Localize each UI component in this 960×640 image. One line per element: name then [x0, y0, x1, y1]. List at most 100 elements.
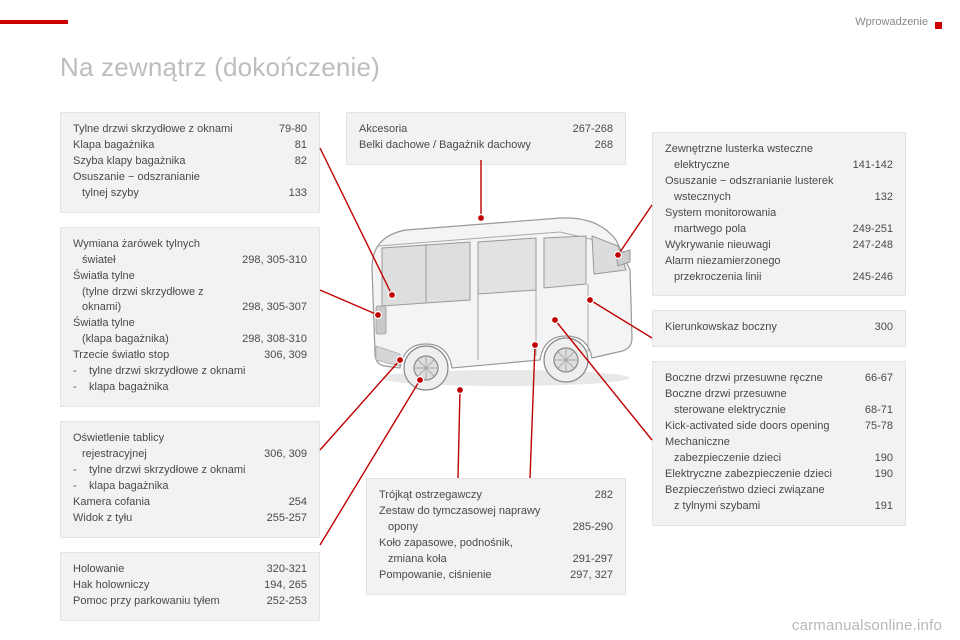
row-label: oknami) [82, 300, 234, 316]
list-row: Tylne drzwi skrzydłowe z oknami 79-80 [73, 122, 307, 138]
row-label: zmiana koła [388, 552, 565, 568]
accent-dot [935, 22, 942, 29]
row-label: Kick-activated side doors opening [665, 419, 857, 435]
box-rear-doors: Tylne drzwi skrzydłowe z oknami 79-80Klap… [60, 112, 320, 213]
row-pages: 267-268 [573, 122, 613, 138]
row-label: Światła tylne [73, 316, 307, 332]
row-label: elektryczne [674, 158, 845, 174]
list-row: Kamera cofania254 [73, 495, 307, 511]
row-pages: 297, 327 [570, 568, 613, 584]
row-pages: 79-80 [279, 122, 307, 138]
vehicle-illustration [330, 188, 650, 398]
list-row: opony 285-290 [379, 520, 613, 536]
list-row: Bezpieczeństwo dzieci związane [665, 483, 893, 499]
list-row: Osuszanie − odszranianie [73, 170, 307, 186]
list-row: przekroczenia linii245-246 [665, 270, 893, 286]
list-row: Szyba klapy bagażnika 82 [73, 154, 307, 170]
row-label: Zestaw do tymczasowej naprawy [379, 504, 613, 520]
row-label: Trójkąt ostrzegawczy [379, 488, 587, 504]
row-label: Elektryczne zabezpieczenie dzieci [665, 467, 867, 483]
row-label: Boczne drzwi przesuwne ręczne [665, 371, 857, 387]
row-label: Zewnętrzne lusterka wsteczne [665, 142, 893, 158]
row-label: Hak holowniczy [73, 578, 256, 594]
row-label: Wymiana żarówek tylnych [73, 237, 307, 253]
watermark: carmanualsonline.info [792, 617, 942, 634]
row-label: Belki dachowe / Bagażnik dachowy [359, 138, 587, 154]
row-pages: 81 [295, 138, 307, 154]
row-label: System monitorowania [665, 206, 893, 222]
row-label: Tylne drzwi skrzydłowe z oknami [73, 122, 271, 138]
list-row: Osuszanie − odszranianie lusterek [665, 174, 893, 190]
row-label: Światła tylne [73, 269, 307, 285]
list-row: sterowane elektrycznie68-71 [665, 403, 893, 419]
bullet-dash: - [73, 479, 81, 495]
row-label: Akcesoria [359, 122, 565, 138]
row-label: Pompowanie, ciśnienie [379, 568, 562, 584]
list-row: Klapa bagażnika81 [73, 138, 307, 154]
row-label: Pomoc przy parkowaniu tyłem [73, 594, 259, 610]
bullet-dash: - [73, 364, 81, 380]
row-pages: 285-290 [573, 520, 613, 536]
row-label: rejestracyjnej [82, 447, 256, 463]
box-side-indicator: Kierunkowskaz boczny300 [652, 310, 906, 347]
row-label: opony [388, 520, 565, 536]
row-label: świateł [82, 253, 234, 269]
section-label: Wprowadzenie [855, 16, 928, 28]
list-row: Pomoc przy parkowaniu tyłem252-253 [73, 594, 307, 610]
list-row: Akcesoria 267-268 [359, 122, 613, 138]
row-pages: 306, 309 [264, 348, 307, 364]
list-row: Trójkąt ostrzegawczy 282 [379, 488, 613, 504]
list-row: (tylne drzwi skrzydłowe z [73, 285, 307, 301]
list-row: oknami)298, 305-307 [73, 300, 307, 316]
row-pages: 255-257 [267, 511, 307, 527]
row-pages: 82 [295, 154, 307, 170]
list-row: Koło zapasowe, podnośnik, [379, 536, 613, 552]
list-row: Alarm niezamierzonego [665, 254, 893, 270]
row-pages: 300 [875, 320, 893, 336]
row-pages: 268 [595, 138, 613, 154]
row-label: Trzecie światło stop [73, 348, 256, 364]
row-label: Osuszanie − odszranianie lusterek [665, 174, 893, 190]
list-row: tylnej szyby133 [73, 186, 307, 202]
list-row: Trzecie światło stop 306, 309 [73, 348, 307, 364]
row-label: Widok z tyłu [73, 511, 259, 527]
row-pages: 291-297 [573, 552, 613, 568]
list-row: zmiana koła 291-297 [379, 552, 613, 568]
row-pages: 190 [875, 467, 893, 483]
bullet-dash: - [73, 463, 81, 479]
row-label: Koło zapasowe, podnośnik, [379, 536, 613, 552]
right-column: Zewnętrzne lusterka wsteczneelektryczne 1… [652, 132, 906, 526]
bullet-label: tylne drzwi skrzydłowe z oknami [89, 364, 307, 380]
row-pages: 75-78 [865, 419, 893, 435]
row-label: (klapa bagażnika) [82, 332, 234, 348]
bullet-label: klapa bagażnika [89, 479, 307, 495]
list-row: Boczne drzwi przesuwne [665, 387, 893, 403]
list-row: Zewnętrzne lusterka wsteczne [665, 142, 893, 158]
list-row: Zestaw do tymczasowej naprawy [379, 504, 613, 520]
row-label: Szyba klapy bagażnika [73, 154, 287, 170]
list-row: Elektryczne zabezpieczenie dzieci 190 [665, 467, 893, 483]
row-label: (tylne drzwi skrzydłowe z [82, 285, 307, 301]
list-row: z tylnymi szybami191 [665, 499, 893, 515]
box-wheels: Trójkąt ostrzegawczy 282Zestaw do tymczas… [366, 478, 626, 595]
list-bullet-row: -tylne drzwi skrzydłowe z oknami [73, 364, 307, 380]
list-row: Pompowanie, ciśnienie 297, 327 [379, 568, 613, 584]
row-pages: 282 [595, 488, 613, 504]
bullet-label: klapa bagażnika [89, 380, 307, 396]
row-label: martwego pola [674, 222, 845, 238]
row-label: Kamera cofania [73, 495, 281, 511]
box-accessories: Akcesoria 267-268Belki dachowe / Bagażnik… [346, 112, 626, 165]
row-pages: 306, 309 [264, 447, 307, 463]
list-bullet-row: -tylne drzwi skrzydłowe z oknami [73, 463, 307, 479]
row-pages: 298, 305-310 [242, 253, 307, 269]
list-row: Belki dachowe / Bagażnik dachowy 268 [359, 138, 613, 154]
bullet-dash: - [73, 380, 81, 396]
row-pages: 245-246 [853, 270, 893, 286]
row-label: tylnej szyby [82, 186, 281, 202]
list-bullet-row: -klapa bagażnika [73, 479, 307, 495]
list-row: System monitorowania [665, 206, 893, 222]
bullet-label: tylne drzwi skrzydłowe z oknami [89, 463, 307, 479]
list-row: martwego pola249-251 [665, 222, 893, 238]
row-label: Bezpieczeństwo dzieci związane [665, 483, 893, 499]
box-side-doors: Boczne drzwi przesuwne ręczne66-67Boczne… [652, 361, 906, 525]
